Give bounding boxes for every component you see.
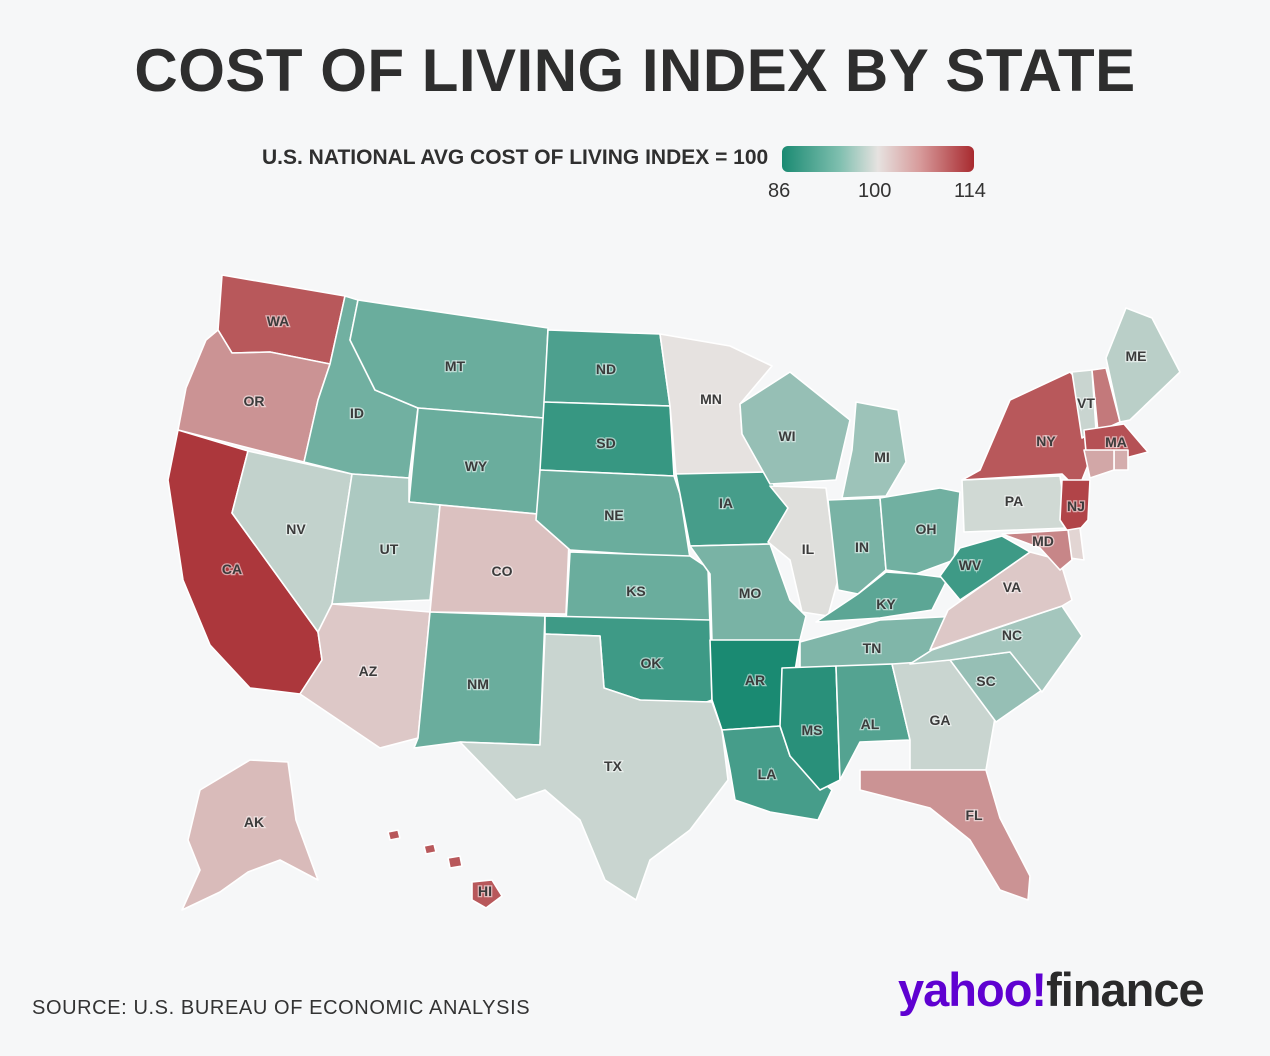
state-nc	[909, 605, 1083, 693]
state-ct	[1083, 449, 1115, 479]
state-label-id: ID	[350, 405, 364, 421]
state-hi	[387, 829, 401, 841]
state-label-ga: GA	[930, 712, 951, 728]
state-label-ca: CA	[222, 561, 242, 577]
state-label-wa: WA	[267, 313, 290, 329]
legend-max-label: 114	[954, 180, 986, 202]
state-label-ak: AK	[244, 814, 264, 830]
legend-min-label: 86	[768, 180, 791, 202]
source-note: SOURCE: U.S. BUREAU OF ECONOMIC ANALYSIS	[32, 997, 531, 1019]
yahoo-finance-logo: yahoo!finance	[898, 962, 1205, 1017]
state-label-mn: MN	[700, 391, 722, 407]
state-label-ks: KS	[626, 583, 645, 599]
state-label-or: OR	[244, 393, 265, 409]
state-wi	[739, 371, 851, 485]
state-ak	[181, 759, 319, 911]
state-label-nc: NC	[1002, 627, 1022, 643]
state-labels: WA OR CA NV ID MT WY UT AZ CO NM ND SD N…	[221, 312, 1148, 901]
state-label-fl: FL	[965, 807, 983, 823]
map-title: COST OF LIVING INDEX BY STATE	[134, 37, 1136, 104]
state-label-mt: MT	[445, 358, 466, 374]
state-label-nj: NJ	[1067, 498, 1085, 514]
state-label-ne: NE	[604, 507, 623, 523]
state-label-wi: WI	[778, 428, 795, 444]
state-hi	[447, 855, 463, 869]
state-label-wy: WY	[465, 458, 488, 474]
state-wv	[939, 535, 1031, 601]
state-ks	[565, 551, 711, 627]
state-label-al: AL	[861, 716, 880, 732]
state-hi	[471, 879, 503, 909]
states-layer	[167, 274, 1181, 911]
state-label-nm: NM	[467, 676, 489, 692]
state-label-pa: PA	[1005, 493, 1023, 509]
state-mo	[689, 543, 807, 643]
state-label-ut: UT	[380, 541, 399, 557]
state-label-wv: WV	[959, 557, 982, 573]
state-label-il: IL	[802, 541, 815, 557]
state-label-ny: NY	[1036, 433, 1056, 449]
legend-title: U.S. NATIONAL AVG COST OF LIVING INDEX =…	[262, 146, 769, 169]
state-label-tn: TN	[863, 640, 882, 656]
state-label-tx: TX	[604, 758, 623, 774]
state-label-mo: MO	[739, 585, 762, 601]
state-label-ma: MA	[1105, 434, 1127, 450]
state-label-md: MD	[1032, 533, 1054, 549]
state-label-ky: KY	[876, 596, 896, 612]
state-label-sd: SD	[596, 435, 615, 451]
state-label-in: IN	[855, 539, 869, 555]
state-label-ms: MS	[802, 722, 823, 738]
state-label-me: ME	[1126, 348, 1147, 364]
state-label-ia: IA	[719, 495, 733, 511]
state-tx	[459, 633, 729, 901]
state-ky	[815, 571, 949, 623]
state-label-co: CO	[492, 563, 513, 579]
logo-finance-part: finance	[1046, 963, 1205, 1016]
state-label-nv: NV	[286, 521, 306, 537]
state-fl	[859, 769, 1031, 901]
state-label-az: AZ	[359, 663, 378, 679]
state-hi	[423, 843, 437, 855]
state-label-ar: AR	[745, 672, 765, 688]
state-label-ok: OK	[641, 655, 662, 671]
state-label-mi: MI	[874, 449, 890, 465]
state-label-vt: VT	[1077, 395, 1095, 411]
state-label-nd: ND	[596, 361, 616, 377]
state-mi	[841, 401, 907, 499]
state-me	[1105, 307, 1181, 423]
state-label-va: VA	[1003, 579, 1021, 595]
state-md	[1001, 529, 1073, 571]
legend-mid-label: 100	[858, 180, 892, 202]
state-ny	[961, 371, 1091, 491]
legend-color-scale	[782, 146, 974, 172]
logo-yahoo-part: yahoo!	[898, 963, 1047, 1016]
state-label-hi: HI	[478, 883, 492, 899]
state-al	[835, 663, 911, 781]
state-ri	[1113, 449, 1129, 471]
state-label-sc: SC	[976, 673, 995, 689]
state-label-oh: OH	[916, 521, 937, 537]
state-label-la: LA	[758, 766, 777, 782]
